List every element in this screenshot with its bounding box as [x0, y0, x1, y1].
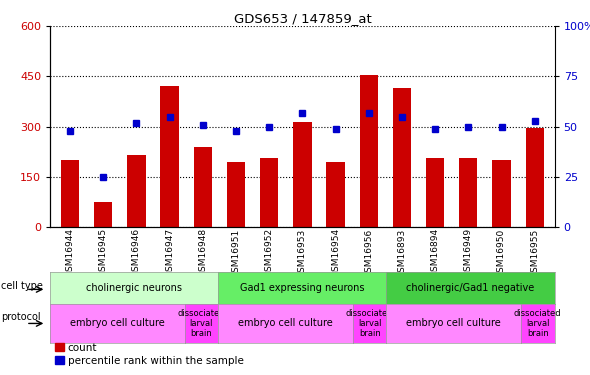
- Text: cell type: cell type: [1, 281, 43, 291]
- Bar: [526, 128, 544, 227]
- Bar: [393, 88, 411, 227]
- Bar: [293, 122, 312, 227]
- Text: embryo cell culture: embryo cell culture: [70, 318, 165, 328]
- Title: GDS653 / 147859_at: GDS653 / 147859_at: [234, 12, 371, 25]
- Text: embryo cell culture: embryo cell culture: [238, 318, 333, 328]
- Bar: [94, 202, 112, 227]
- Text: cholinergic/Gad1 negative: cholinergic/Gad1 negative: [407, 283, 535, 293]
- Bar: [459, 158, 477, 227]
- Bar: [127, 155, 146, 227]
- Bar: [426, 158, 444, 227]
- Bar: [260, 158, 278, 227]
- Text: dissociated
larval
brain: dissociated larval brain: [178, 309, 225, 338]
- Bar: [227, 162, 245, 227]
- Bar: [326, 162, 345, 227]
- Bar: [360, 75, 378, 227]
- Text: Gad1 expressing neurons: Gad1 expressing neurons: [240, 283, 365, 293]
- Text: embryo cell culture: embryo cell culture: [407, 318, 501, 328]
- Bar: [194, 147, 212, 227]
- Bar: [61, 160, 79, 227]
- Text: protocol: protocol: [1, 312, 41, 322]
- Text: dissociated
larval
brain: dissociated larval brain: [346, 309, 394, 338]
- Bar: [493, 160, 510, 227]
- Bar: [160, 87, 179, 227]
- Text: dissociated
larval
brain: dissociated larval brain: [514, 309, 562, 338]
- Legend: count, percentile rank within the sample: count, percentile rank within the sample: [55, 343, 244, 366]
- Text: cholinergic neurons: cholinergic neurons: [86, 283, 182, 293]
